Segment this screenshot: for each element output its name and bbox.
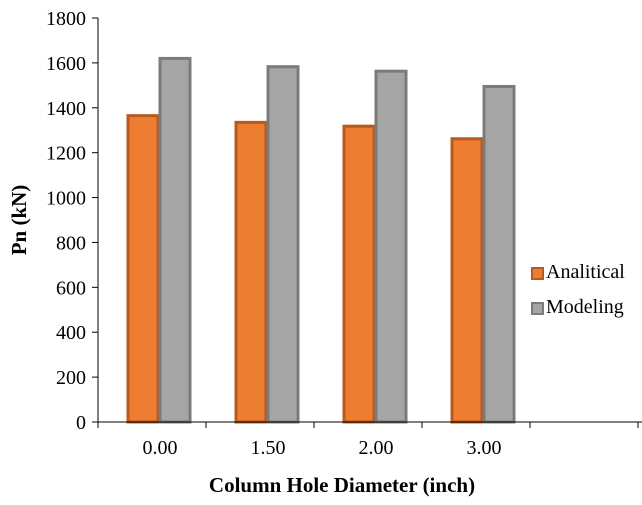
legend-swatch-modeling [531, 302, 544, 315]
x-tick-label: 2.00 [359, 437, 394, 459]
y-axis-ticks: 0 200 400 600 800 1000 1200 1400 1600 1800 [46, 8, 98, 434]
bar-modeling-0 [158, 56, 192, 424]
legend-label-analitical: Analitical [546, 261, 625, 283]
y-tick-label: 200 [56, 367, 86, 389]
x-axis-title: Column Hole Diameter (inch) [209, 473, 475, 497]
bar-analitical-3 [450, 137, 484, 424]
bar-analitical-1 [234, 120, 268, 424]
x-tick-label: 3.00 [467, 437, 502, 459]
bar-modeling-2 [374, 69, 408, 424]
legend: Analitical Modeling [531, 261, 625, 318]
y-tick-label: 1600 [46, 53, 86, 75]
bar-modeling-1 [266, 65, 300, 424]
y-tick-label: 800 [56, 232, 86, 254]
legend-label-modeling: Modeling [546, 296, 624, 318]
y-axis-title: Pn (kN) [7, 185, 31, 256]
bar-analitical-0 [126, 114, 160, 424]
y-tick-label: 0 [76, 412, 86, 434]
y-tick-label: 400 [56, 322, 86, 344]
y-tick-label: 600 [56, 277, 86, 299]
y-tick-label: 1800 [46, 8, 86, 30]
bar-modeling-3 [482, 84, 516, 424]
y-tick-label: 1200 [46, 143, 86, 165]
bar-analitical-2 [342, 124, 376, 424]
y-tick-label: 1000 [46, 188, 86, 210]
bars-group [126, 56, 516, 424]
x-axis-ticks: 0.00 1.50 2.00 3.00 [97, 422, 639, 459]
x-tick-label: 0.00 [143, 437, 178, 459]
y-tick-label: 1400 [46, 98, 86, 120]
x-tick-label: 1.50 [251, 437, 286, 459]
legend-swatch-analitical [531, 267, 544, 280]
